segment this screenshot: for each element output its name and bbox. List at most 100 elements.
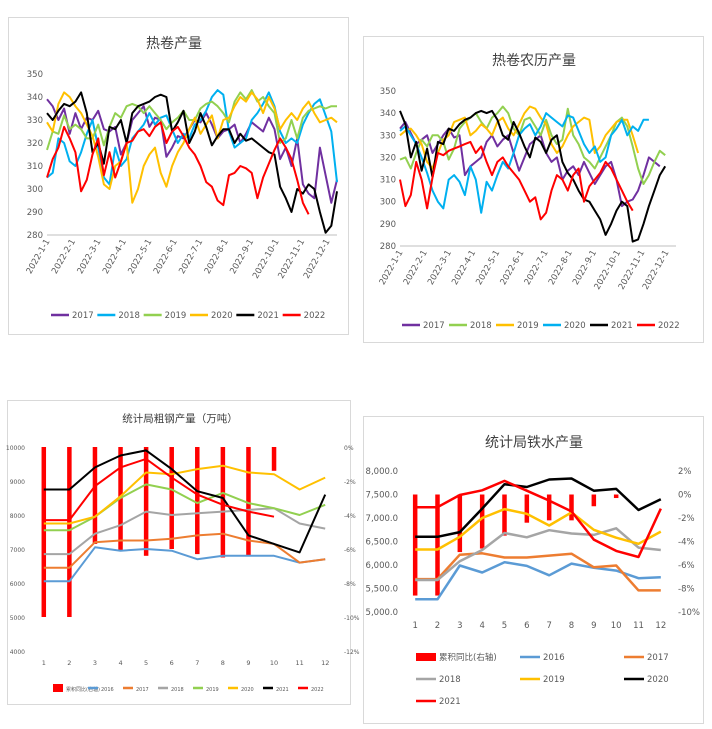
y-right-tick-label: -2%: [344, 479, 356, 486]
y-tick-label: 330: [27, 116, 43, 126]
series-line-2021: [399, 109, 667, 243]
bar--5: [143, 447, 149, 556]
bar--2: [435, 494, 440, 596]
legend-label-2017: 2017: [72, 311, 94, 321]
legend-label-2020: 2020: [241, 687, 254, 693]
x-tick-label: 5: [144, 659, 148, 667]
legend-label-2019: 2019: [543, 675, 565, 685]
x-tick-label: 1: [412, 621, 417, 631]
y-tick-label: 5,000.0: [366, 608, 398, 618]
series-line-2019: [46, 89, 337, 151]
legend-label-2019: 2019: [517, 321, 539, 331]
x-tick-label: 3: [93, 659, 97, 667]
legend-label-2021: 2021: [611, 321, 633, 331]
y-right-tick-label: 0%: [344, 445, 354, 452]
y-right-tick-label: -12%: [344, 649, 360, 656]
x-tick-label: 9: [591, 621, 596, 631]
series-line-2022: [46, 121, 310, 215]
y-tick-label: 6000: [10, 581, 25, 588]
legend-label-2018: 2018: [439, 675, 461, 685]
bar--9: [591, 494, 597, 507]
bar--7: [195, 447, 200, 555]
y-tick-label: 350: [27, 70, 43, 80]
y-tick-label: 7000: [10, 547, 25, 554]
legend-label-2021: 2021: [276, 687, 289, 693]
chart-title: 热卷农历产量: [492, 53, 576, 69]
y-tick-label: 9000: [10, 479, 25, 486]
y-right-tick-label: -6%: [678, 561, 695, 571]
legend-label-2020: 2020: [647, 675, 669, 685]
bar--8: [569, 494, 574, 521]
series-line-2019: [43, 483, 326, 532]
series-line-2022: [399, 140, 634, 221]
series-line-2020: [399, 112, 649, 214]
bar--6: [524, 494, 530, 523]
y-tick-label: 300: [380, 198, 396, 208]
chart-title: 统计局铁水产量: [485, 435, 583, 451]
chart-title: 统计局粗钢产量（万吨）: [122, 412, 238, 425]
x-tick-label: 12: [321, 659, 329, 667]
chart-panel-hot-rolled-lunar-output: 热卷农历产量 280 290 300 310 320 330 340 350 2022-1-1 20…: [363, 36, 704, 343]
series-line-2016: [43, 546, 326, 583]
y-tick-label: 340: [27, 93, 43, 103]
crude-steel-output-chart: 统计局粗钢产量（万吨） 4000 5000 6000 7000 8000 9000 10000…: [6, 412, 360, 693]
y-tick-label: 7,500.0: [366, 491, 398, 501]
series-line-2018: [399, 105, 666, 185]
y-tick-label: 310: [27, 162, 43, 172]
series-line-2021: [415, 479, 662, 559]
bar--5: [502, 494, 507, 536]
x-tick-label: 2: [435, 621, 440, 631]
y-tick-label: 10000: [6, 445, 25, 452]
bar--3: [92, 447, 98, 544]
bar--10: [613, 494, 619, 499]
bar--3: [457, 494, 463, 553]
x-tick-label: 5: [502, 621, 507, 631]
x-tick-label: 2022-6-1: [152, 238, 180, 276]
bar--6: [169, 447, 174, 549]
hot-rolled-output-chart: 热卷产量2802903003103203303403502022-1-12022…: [25, 36, 338, 321]
y-tick-label: 8,000.0: [366, 467, 398, 477]
y-tick-label: 340: [380, 109, 396, 119]
y-tick-label: 5,500.0: [366, 585, 398, 595]
x-tick-label: 2022-4-1: [101, 238, 129, 276]
x-tick-label: 9: [246, 659, 250, 667]
x-tick-label: 11: [633, 621, 644, 631]
x-tick-label: 7: [195, 659, 199, 667]
y-tick-label: 280: [27, 231, 43, 241]
series-line-2022: [43, 457, 275, 522]
x-tick-label: 2022-8-1: [203, 238, 231, 276]
x-tick-label: 2022-9-1: [228, 237, 256, 275]
x-tick-label: 2022-2-1: [50, 238, 78, 276]
legend-label-2019: 2019: [206, 687, 219, 693]
series-line-2018: [415, 527, 661, 582]
y-tick-label: 6,500.0: [366, 538, 398, 548]
bar--1: [412, 494, 418, 596]
legend-label-cumulative-yoy: 累积同比(右轴): [439, 652, 497, 663]
y-tick-label: 310: [380, 176, 396, 186]
series-line-2020: [415, 477, 662, 539]
y-tick-label: 290: [380, 220, 396, 230]
x-tick-label: 10: [270, 659, 278, 667]
legend-label-2018: 2018: [171, 687, 184, 693]
series-line-2020: [46, 91, 338, 204]
hot-metal-output-chart: 统计局铁水产量 5,000.0 5,500.0 6,000.0 6,500.0 7,000…: [366, 435, 700, 707]
y-right-tick-label: -4%: [344, 513, 356, 520]
legend-swatch-: [416, 653, 436, 661]
x-tick-label: 1: [42, 659, 46, 667]
x-tick-label: 2022-3-1: [76, 238, 104, 276]
series-line-2018: [43, 507, 326, 556]
x-tick-label: 2022-1-1: [25, 238, 53, 276]
y-tick-label: 350: [380, 87, 396, 97]
legend-swatch-: [53, 684, 63, 692]
x-tick-label: 2: [67, 659, 71, 667]
y-tick-label: 6,000.0: [366, 561, 398, 571]
x-tick-label: 4: [479, 621, 484, 631]
legend-label-cumulative-yoy: 累积同比(右轴): [66, 686, 100, 693]
y-right-tick-label: -6%: [344, 547, 356, 554]
legend-label-2021: 2021: [439, 697, 461, 707]
series-line-2017: [43, 532, 326, 569]
bar--2: [67, 447, 72, 617]
legend-label-2022: 2022: [311, 687, 324, 693]
x-tick-label: 12: [655, 621, 666, 631]
y-tick-label: 8000: [10, 513, 25, 520]
